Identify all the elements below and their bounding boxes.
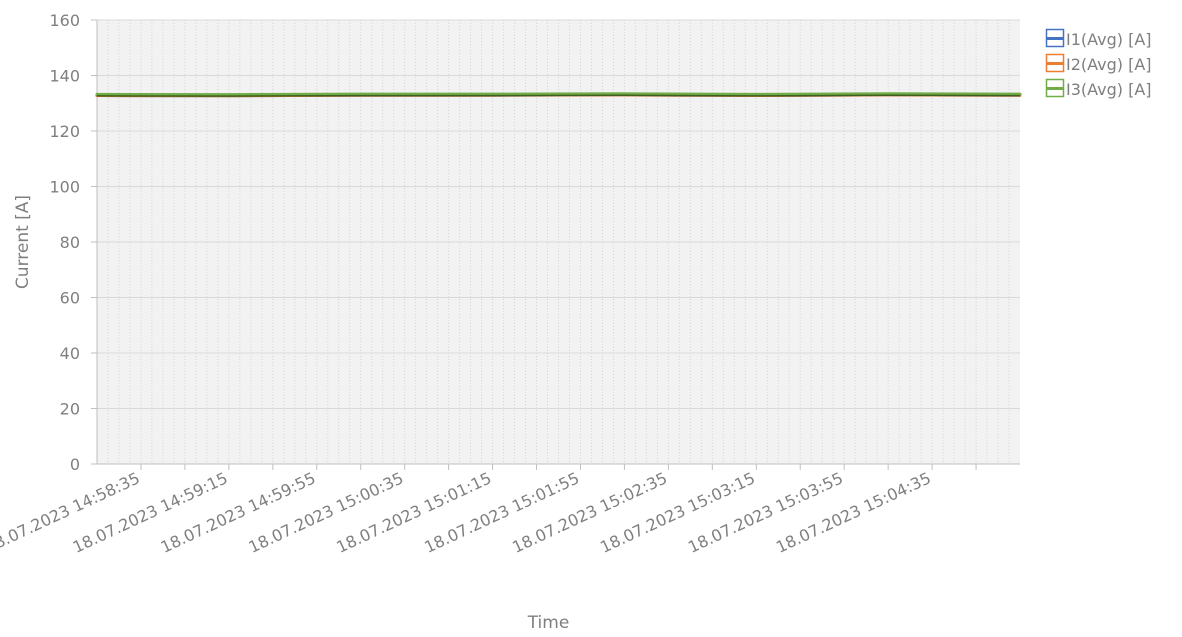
y-tick-label: 0 (70, 455, 80, 474)
legend: I1(Avg) [A] I2(Avg) [A] I3(Avg) [A] (1045, 28, 1152, 99)
series-lines (95, 92, 1022, 98)
y-tick-label: 80 (60, 233, 80, 252)
legend-item: I1(Avg) [A] (1045, 28, 1152, 49)
y-axis-title: Current [A] (13, 195, 33, 289)
y-tick-labels: 0 20 40 60 80 100 120 140 160 (49, 11, 80, 474)
x-tick-label: 18.07.2023 15:03:15 (597, 468, 758, 556)
x-tick-label: 18.07.2023 15:03:55 (685, 468, 846, 556)
legend-item: I3(Avg) [A] (1045, 78, 1152, 99)
legend-swatch-line (1047, 62, 1063, 65)
legend-swatch-line (1047, 37, 1063, 40)
x-tick-label: 18.07.2023 15:00:35 (246, 468, 407, 556)
series-line-shadow (96, 94, 1021, 97)
y-tick-label: 140 (49, 67, 80, 86)
y-tick-label: 120 (49, 122, 80, 141)
grid-lines (97, 19, 1020, 464)
series-line-3 (95, 92, 1022, 97)
legend-item: I2(Avg) [A] (1045, 53, 1152, 74)
x-tick-label: 18.07.2023 15:04:35 (773, 468, 934, 556)
y-tick-label: 60 (60, 289, 80, 308)
axes (91, 19, 1020, 470)
x-axis-title: Time (527, 613, 570, 633)
y-tick-label: 100 (49, 178, 80, 197)
y-tick-label: 160 (49, 11, 80, 30)
x-tick-label: 18.07.2023 15:01:55 (421, 468, 582, 556)
x-tick-label: 18.07.2023 15:02:35 (509, 468, 670, 556)
y-tick-label: 40 (60, 344, 80, 363)
legend-swatch-line (1047, 87, 1063, 90)
y-tick-label: 20 (60, 400, 80, 419)
legend-label: I1(Avg) [A] (1066, 30, 1152, 49)
x-tick-label: 18.07.2023 14:59:15 (70, 468, 231, 556)
x-tick-label: 18.07.2023 14:59:55 (158, 468, 319, 556)
legend-label: I2(Avg) [A] (1066, 55, 1152, 74)
legend-label: I3(Avg) [A] (1066, 80, 1152, 99)
x-tick-label: 18.07.2023 15:01:15 (333, 468, 494, 556)
